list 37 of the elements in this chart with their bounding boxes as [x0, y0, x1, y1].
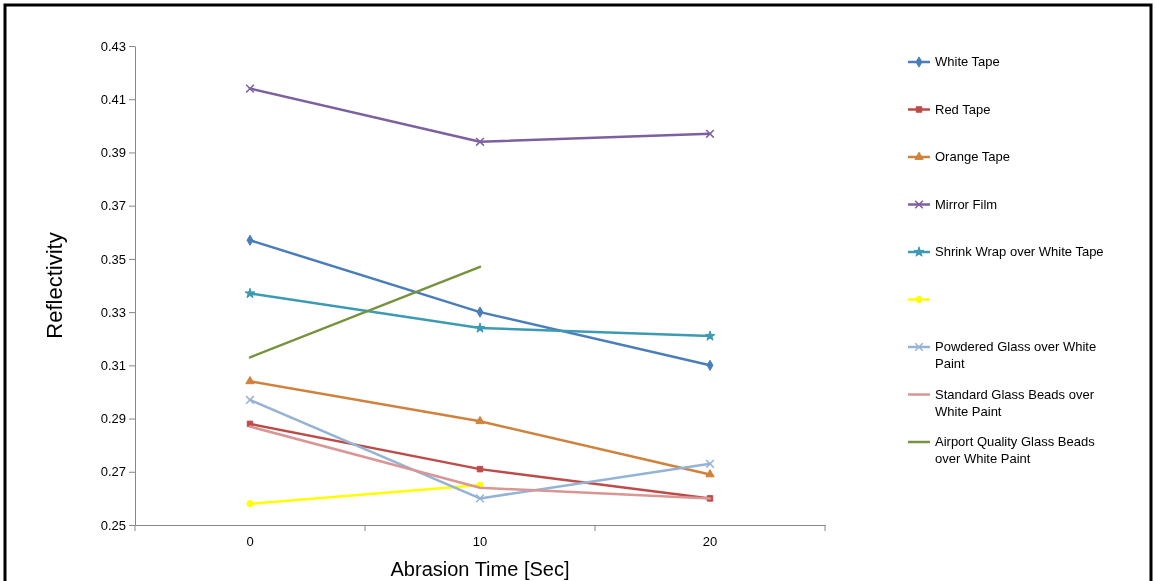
y-tick-label: 0.29	[100, 411, 126, 427]
point	[705, 459, 715, 469]
legend-label: Mirror Film	[935, 196, 998, 212]
y-tick-label: 0.25	[100, 517, 126, 533]
y-tick-label: 0.33	[100, 304, 126, 320]
y-tick-label: 0.39	[100, 145, 126, 161]
legend-label: White Tape	[935, 54, 1000, 69]
point	[475, 493, 485, 503]
y-tick-label: 0.35	[100, 251, 126, 267]
legend-label: Orange Tape	[935, 149, 1010, 164]
point	[245, 375, 255, 385]
point	[246, 500, 254, 508]
y-axis-title: Reflectivity	[42, 232, 67, 339]
legend-label: Airport Quality Glass Beads over White Paint	[935, 434, 1096, 466]
point	[245, 84, 255, 94]
y-tick-label: 0.41	[100, 91, 126, 107]
x-tick-label: 0	[246, 534, 254, 550]
point	[704, 330, 716, 341]
x-tick-label: 20	[702, 534, 718, 550]
y-tick-label: 0.43	[100, 38, 126, 54]
point	[244, 287, 256, 299]
point	[705, 129, 715, 139]
legend-label: Standard Glass Beads over White Paint	[935, 386, 1095, 419]
x-tick-label: 10	[472, 534, 488, 550]
point	[475, 137, 485, 147]
legend-label: Red Tape	[935, 101, 991, 117]
x-axis-title: Abrasion Time [Sec]	[390, 558, 570, 580]
y-tick-label: 0.27	[100, 464, 126, 480]
point	[705, 469, 715, 478]
point	[245, 395, 255, 405]
y-tick-label: 0.37	[100, 198, 126, 214]
point	[476, 465, 484, 473]
y-tick-label: 0.31	[100, 357, 126, 373]
point	[475, 415, 485, 425]
legend-label: Powdered Glass over White Paint	[935, 339, 1097, 371]
legend-label: Shrink Wrap over White Tape	[935, 244, 1104, 259]
point	[474, 322, 486, 333]
